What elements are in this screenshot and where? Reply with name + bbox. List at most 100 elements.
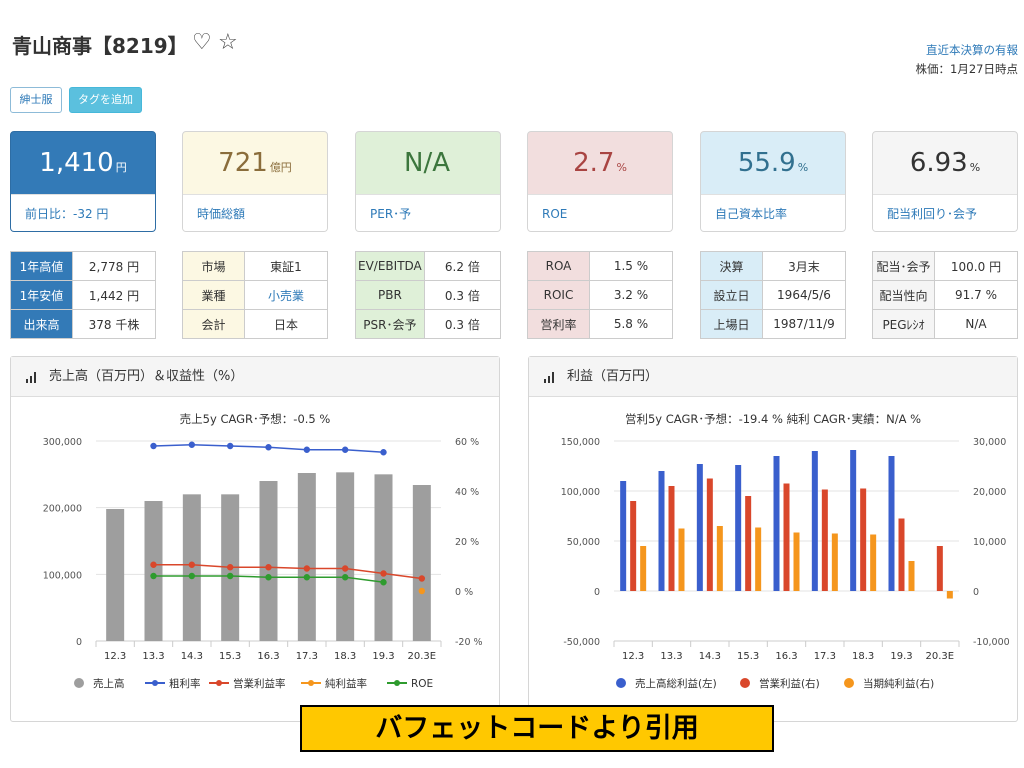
profit-bar [773, 456, 780, 591]
stat-label: 1年高値 [10, 251, 73, 281]
stat-value: 6.2 倍 [423, 251, 502, 281]
stat-value: 5.8 % [589, 309, 673, 339]
metric-value: N/A [356, 132, 500, 192]
table-row: 市場 東証1 [182, 251, 328, 281]
profit-bar [640, 546, 647, 591]
metric-card[interactable]: 721 億円時価総額 [182, 131, 328, 232]
profit-bar [735, 465, 742, 591]
sales-bar [336, 472, 355, 641]
profit-bar [831, 533, 838, 591]
metric-unit: 億円 [269, 161, 292, 174]
metric-card[interactable]: N/A PER･予 [355, 131, 501, 232]
profit-bar [716, 526, 723, 591]
series-point [265, 564, 272, 571]
legend-marker [740, 678, 750, 688]
legend-marker [152, 680, 158, 686]
stat-value[interactable]: 小売業 [244, 280, 328, 310]
metric-unit: % [616, 161, 627, 174]
y-left-tick-label: 100,000 [561, 487, 600, 498]
x-tick-label: 14.3 [699, 651, 721, 662]
stat-label: 上場日 [700, 309, 763, 339]
series-point [303, 565, 311, 572]
metric-number: 55.9 [737, 148, 796, 178]
stat-value: 91.7 % [934, 280, 1018, 310]
stat-label: 市場 [182, 251, 245, 281]
x-tick-label: 18.3 [852, 651, 874, 662]
price-timestamp: 株価：1月27日時点 [915, 62, 1018, 76]
sales-bar [144, 501, 163, 641]
metric-number: 721 [218, 148, 268, 178]
profit-bar [620, 481, 627, 591]
y-left-tick-label: 300,000 [43, 437, 82, 448]
series-point [226, 572, 234, 580]
stat-label: 出来高 [10, 309, 73, 339]
stat-value: 2,778 円 [72, 251, 156, 281]
legend-marker [844, 678, 854, 688]
add-tag-button[interactable]: タグを追加 [69, 87, 142, 113]
stats-table: 市場 東証1 業種 小売業 会計 日本 [182, 251, 328, 339]
y-right-tick-label: 30,000 [973, 437, 1006, 448]
heart-icon[interactable]: ♡ [192, 30, 212, 55]
series-point [341, 565, 349, 572]
series-point [380, 579, 387, 586]
table-row: 営利率 5.8 % [527, 309, 673, 339]
chart-subtitle: 営利5y CAGR･予想：-19.4 % 純利 CAGR･実績：N/A % [625, 412, 921, 426]
metric-card[interactable]: 55.9% 自己資本比率 [700, 131, 846, 232]
metric-value: 6.93% [873, 132, 1017, 192]
stat-value: 1964/5/6 [762, 280, 846, 310]
stats-table: 配当･会予 100.0 円配当性向 91.7 % PEGﾚｼｵ N/A [872, 251, 1018, 339]
metric-card[interactable]: 1,410 円前日比：-32 円 [10, 131, 156, 232]
table-row: 決算 3月末 [700, 251, 846, 281]
table-row: 設立日 1964/5/6 [700, 280, 846, 310]
series-point [150, 442, 157, 450]
metric-label[interactable]: 配当利回り･会予 [873, 194, 1017, 231]
x-tick-label: 14.3 [181, 651, 203, 662]
stat-value: 東証1 [244, 251, 328, 281]
stat-label: ROA [527, 251, 590, 281]
stats-table: ROA 1.5 % ROIC 3.2 % 営利率 5.8 % [527, 251, 673, 339]
series-point [380, 449, 387, 456]
y-left-tick-label: 200,000 [43, 504, 82, 515]
stat-label: PBR [355, 280, 425, 310]
metric-card[interactable]: 6.93% 配当利回り･会予 [872, 131, 1018, 232]
metric-card[interactable]: 2.7% ROE [527, 131, 673, 232]
series-point [418, 587, 426, 595]
profit-bar [898, 518, 905, 591]
metric-label[interactable]: 前日比：-32 円 [11, 194, 155, 231]
profit-bar [936, 546, 943, 591]
profit-bar [706, 478, 713, 591]
metric-number: 2.7 [573, 148, 615, 178]
series-point [380, 570, 387, 577]
sales-bar [297, 473, 316, 641]
x-tick-label: 12.3 [104, 651, 126, 662]
star-icon[interactable]: ☆ [218, 30, 238, 55]
metric-number: 6.93 [909, 148, 968, 178]
table-row: 業種 小売業 [182, 280, 328, 310]
sales-chart-title: 売上高（百万円）＆収益性（%） [49, 369, 244, 384]
stat-label: 決算 [700, 251, 763, 281]
stat-value: 0.3 倍 [423, 280, 502, 310]
series-point [341, 574, 349, 581]
industry-tag[interactable]: 紳士服 [10, 87, 62, 113]
profit-bar [783, 483, 790, 591]
profit-bar [821, 489, 828, 591]
metric-label[interactable]: 自己資本比率 [701, 194, 845, 231]
y-left-tick-label: 150,000 [561, 437, 600, 448]
legend-label: 売上高 [93, 677, 125, 690]
x-tick-label: 15.3 [737, 651, 759, 662]
latest-report-link[interactable]: 直近本決算の有報 [926, 43, 1018, 57]
page-title: 青山商事【8219】 [12, 34, 188, 58]
stat-label: 会計 [182, 309, 245, 339]
metric-label[interactable]: 時価総額 [183, 194, 327, 231]
stat-value: 0.3 倍 [423, 309, 502, 339]
y-left-tick-label: 50,000 [567, 537, 600, 548]
stat-label: 設立日 [700, 280, 763, 310]
legend-label: ROE [411, 678, 433, 690]
metric-label[interactable]: PER･予 [356, 194, 500, 231]
stat-label: EV/EBITDA [355, 251, 425, 281]
metric-label[interactable]: ROE [528, 194, 672, 231]
bar-chart-icon [26, 372, 36, 383]
series-point [150, 572, 157, 580]
profit-bar [870, 534, 877, 591]
y-left-tick-label: -50,000 [563, 637, 600, 648]
